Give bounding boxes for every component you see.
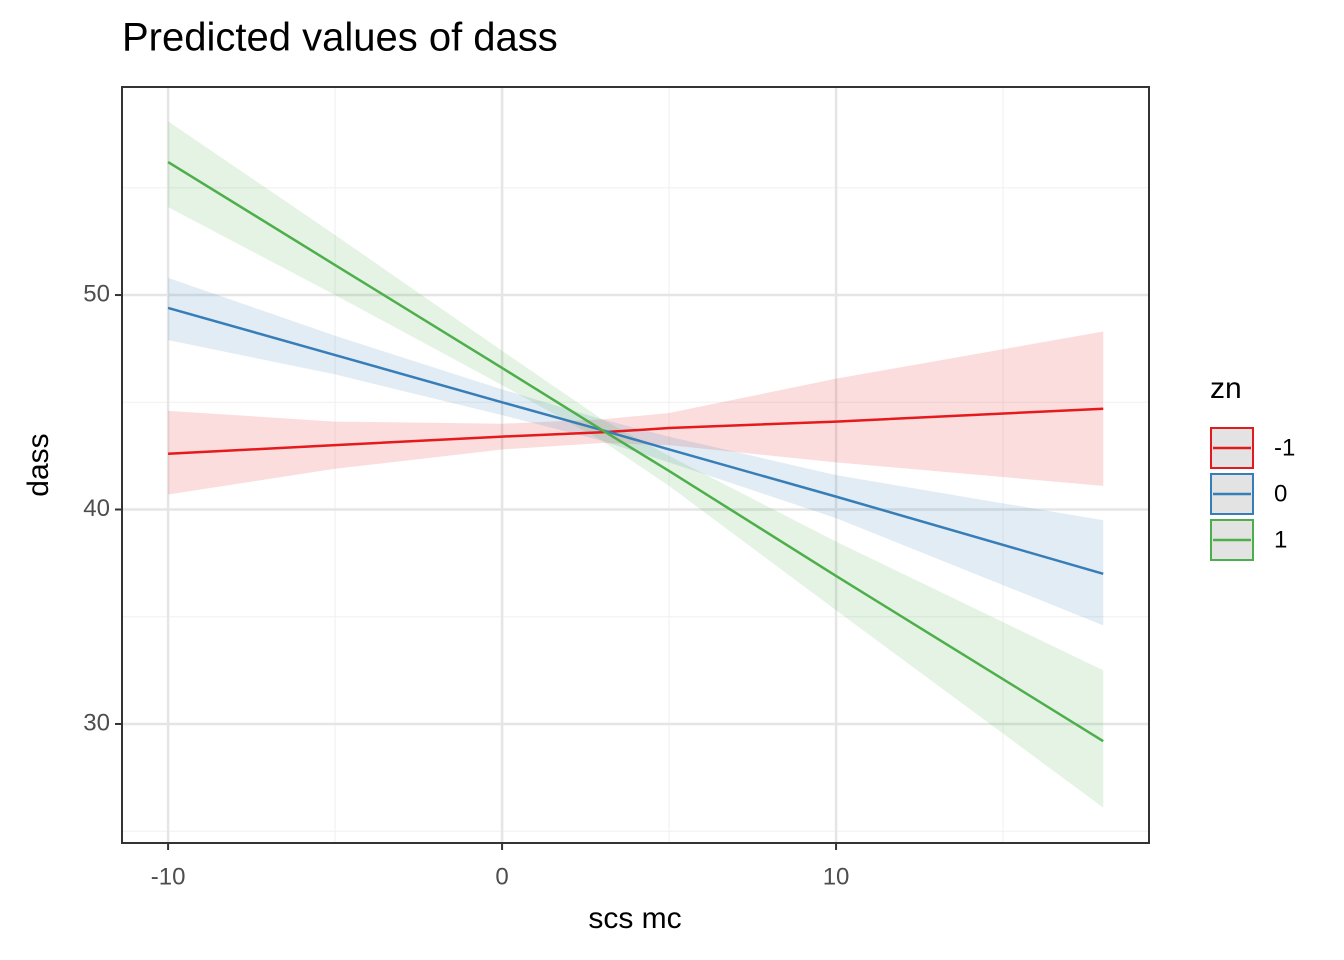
legend-label: -1 <box>1274 434 1295 461</box>
x-tick-label: 0 <box>495 863 508 890</box>
confidence-band <box>168 331 1104 495</box>
y-tick-label: 30 <box>83 709 110 736</box>
chart-title: Predicted values of dass <box>122 16 558 60</box>
y-tick-label: 50 <box>83 280 110 307</box>
legend-label: 1 <box>1274 526 1287 553</box>
plot-border <box>121 86 1150 844</box>
y-tick-label: 40 <box>83 495 110 522</box>
x-tick-label: 10 <box>823 863 850 890</box>
confidence-band <box>168 121 1104 808</box>
x-axis-title: scs mc <box>588 902 681 935</box>
legend-label: 0 <box>1274 480 1287 507</box>
x-tick-label: -10 <box>151 863 186 890</box>
legend-title: zn <box>1210 372 1242 405</box>
y-axis-title: dass <box>22 433 55 496</box>
line <box>168 407 1104 455</box>
line <box>167 160 1104 743</box>
